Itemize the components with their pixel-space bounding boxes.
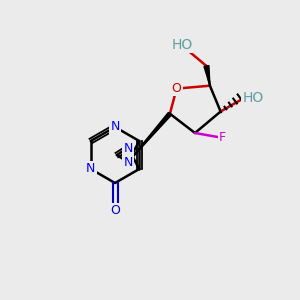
Text: O: O [110,205,120,218]
Polygon shape [128,112,171,162]
Polygon shape [204,66,210,86]
Text: O: O [172,82,182,95]
Text: HO: HO [242,91,263,104]
Text: F: F [219,131,226,144]
Text: HO: HO [172,38,193,52]
Text: N: N [123,155,133,169]
Text: N: N [110,121,120,134]
Text: N: N [123,142,133,154]
Text: N: N [86,163,95,176]
